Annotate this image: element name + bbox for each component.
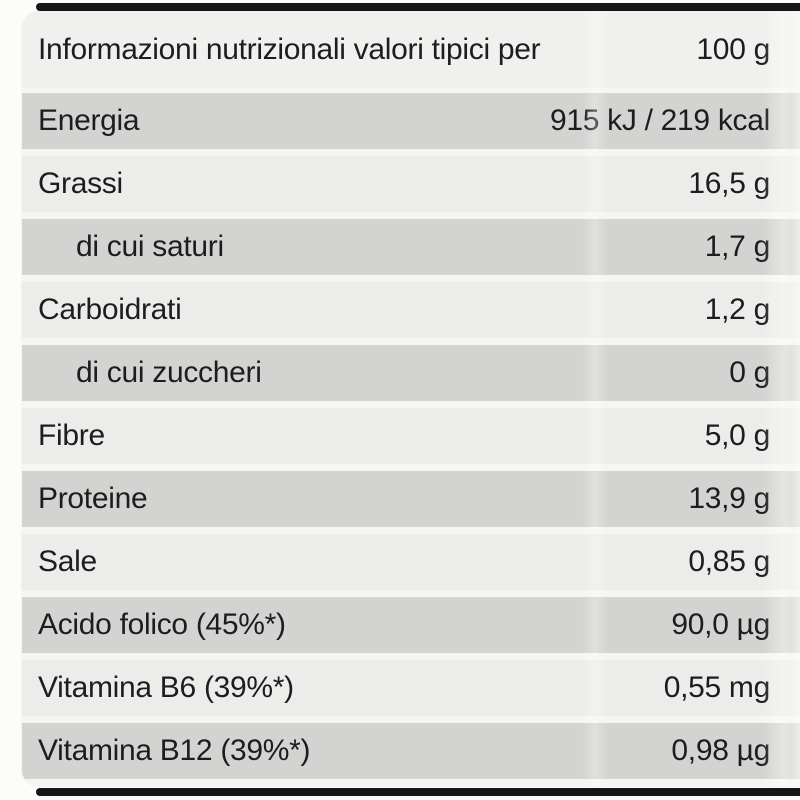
nutrition-row: di cui zuccheri 0 g bbox=[22, 345, 800, 401]
nutrition-row: Sale 0,85 g bbox=[22, 534, 800, 590]
top-black-rule bbox=[36, 3, 800, 11]
header-title: Informazioni nutrizionali valori tipici … bbox=[38, 32, 541, 66]
nutrient-value: 0,98 µg bbox=[671, 734, 770, 767]
nutrient-value: 90,0 µg bbox=[671, 608, 770, 641]
nutrition-row: Carboidrati 1,2 g bbox=[22, 282, 800, 338]
nutrient-name: di cui saturi bbox=[76, 230, 224, 263]
nutrition-row: Energia 915 kJ / 219 kcal bbox=[22, 93, 800, 149]
table-header: Informazioni nutrizionali valori tipici … bbox=[22, 11, 800, 88]
nutrient-name: Proteine bbox=[38, 482, 148, 515]
nutrition-row: Grassi 16,5 g bbox=[22, 156, 800, 212]
nutrient-value: 1,2 g bbox=[704, 293, 771, 326]
nutrient-value: 5,0 g bbox=[704, 419, 771, 452]
nutrient-name: Carboidrati bbox=[38, 293, 182, 326]
nutrient-value: 16,5 g bbox=[688, 167, 770, 200]
nutrition-rows: Energia 915 kJ / 219 kcal Grassi 16,5 g di c… bbox=[22, 93, 800, 779]
nutrient-name: Energia bbox=[38, 104, 140, 137]
header-serving-size: 100 g bbox=[696, 32, 770, 66]
nutrient-name: di cui zuccheri bbox=[76, 356, 262, 389]
nutrient-value: 0,55 mg bbox=[663, 671, 771, 704]
nutrition-row: Acido folico (45%*) 90,0 µg bbox=[22, 597, 800, 653]
nutrient-name: Sale bbox=[38, 545, 97, 578]
nutrient-value: 0,85 g bbox=[688, 545, 770, 578]
nutrient-name: Vitamina B12 (39%*) bbox=[38, 734, 311, 767]
nutrient-name: Grassi bbox=[38, 167, 123, 200]
nutrition-row: Proteine 13,9 g bbox=[22, 471, 800, 527]
nutrient-value: 1,7 g bbox=[704, 230, 771, 263]
nutrient-value: 915 kJ / 219 kcal bbox=[549, 104, 770, 137]
nutrition-row: Fibre 5,0 g bbox=[22, 408, 800, 464]
nutrition-row: Vitamina B12 (39%*) 0,98 µg bbox=[22, 723, 800, 779]
nutrition-row: di cui saturi 1,7 g bbox=[22, 219, 800, 275]
nutrient-name: Acido folico (45%*) bbox=[38, 608, 286, 641]
nutrition-label: Informazioni nutrizionali valori tipici … bbox=[22, 11, 800, 786]
nutrition-row: Vitamina B6 (39%*) 0,55 mg bbox=[22, 660, 800, 716]
nutrient-name: Vitamina B6 (39%*) bbox=[38, 671, 294, 704]
nutrient-name: Fibre bbox=[38, 419, 105, 452]
nutrient-value: 0 g bbox=[729, 356, 770, 389]
nutrient-value: 13,9 g bbox=[688, 482, 770, 515]
bottom-black-rule bbox=[36, 788, 800, 796]
